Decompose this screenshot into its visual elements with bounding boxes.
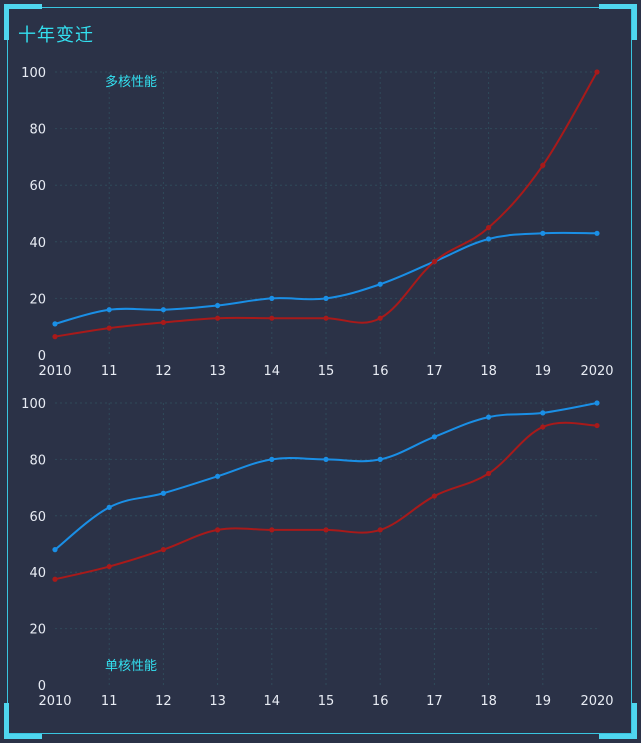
data-point-0-red-10	[594, 69, 600, 75]
data-point-0-red-9	[540, 162, 546, 168]
x-tick-label-1-10: 2020	[580, 694, 613, 709]
data-point-0-red-3	[215, 315, 221, 321]
data-point-1-blue-3	[215, 473, 221, 479]
y-tick-label-0-1: 20	[29, 292, 46, 307]
y-tick-label-0-2: 40	[29, 236, 46, 251]
corner-bottom-left-v	[4, 703, 9, 739]
x-tick-label-0-1: 11	[101, 364, 118, 379]
x-tick-label-0-5: 15	[318, 364, 335, 379]
y-tick-label-1-5: 100	[21, 397, 46, 412]
data-point-1-blue-10	[594, 400, 600, 406]
x-tick-label-1-3: 13	[209, 694, 226, 709]
corner-top-left	[4, 4, 42, 9]
x-tick-label-0-8: 18	[480, 364, 497, 379]
data-point-1-red-0	[52, 576, 58, 582]
x-tick-label-0-10: 2020	[580, 364, 613, 379]
x-tick-label-0-7: 17	[426, 364, 443, 379]
data-point-0-blue-1	[106, 307, 112, 313]
y-tick-label-1-1: 20	[29, 623, 46, 638]
panel-title: 十年变迁	[18, 25, 94, 46]
x-tick-label-0-6: 16	[372, 364, 389, 379]
data-point-1-blue-4	[269, 456, 275, 462]
data-point-0-red-0	[52, 334, 58, 340]
y-tick-label-0-4: 80	[29, 123, 46, 138]
x-tick-label-1-2: 12	[155, 694, 172, 709]
data-point-1-blue-9	[540, 410, 546, 416]
data-point-0-red-8	[486, 225, 492, 231]
data-point-0-blue-2	[160, 307, 166, 313]
x-tick-label-1-4: 14	[264, 694, 281, 709]
series-line-1-red	[54, 421, 598, 581]
y-tick-label-1-0: 0	[38, 679, 46, 694]
x-tick-label-1-0: 2010	[38, 694, 71, 709]
x-tick-label-0-9: 19	[535, 364, 552, 379]
y-tick-label-1-4: 80	[29, 453, 46, 468]
corner-bottom-right-v	[632, 703, 637, 739]
data-point-0-blue-0	[52, 321, 58, 327]
x-tick-label-1-8: 18	[480, 694, 497, 709]
x-tick-label-1-9: 19	[535, 694, 552, 709]
data-point-1-blue-0	[52, 547, 58, 553]
data-point-0-red-5	[323, 315, 329, 321]
data-point-0-red-4	[269, 315, 275, 321]
data-point-1-red-3	[215, 527, 221, 533]
data-point-0-blue-5	[323, 295, 329, 301]
data-point-1-red-1	[106, 563, 112, 570]
data-point-1-red-5	[323, 527, 329, 533]
data-point-1-blue-7	[431, 434, 437, 440]
corner-bottom-right	[599, 734, 637, 739]
y-tick-label-0-0: 0	[38, 349, 46, 364]
y-tick-label-1-3: 60	[29, 510, 46, 525]
data-point-1-blue-8	[486, 414, 492, 420]
corner-top-right-v	[632, 4, 637, 40]
data-point-0-red-7	[431, 259, 437, 265]
data-point-1-red-6	[377, 527, 383, 533]
data-point-0-blue-4	[269, 295, 275, 301]
series-line-0-red	[54, 71, 598, 338]
data-point-1-red-9	[540, 424, 546, 430]
data-point-1-blue-5	[323, 456, 329, 462]
data-point-1-red-4	[269, 527, 275, 533]
chart-title-0: 多核性能	[105, 74, 157, 90]
x-tick-label-0-0: 2010	[38, 364, 71, 379]
data-point-1-red-2	[160, 547, 166, 553]
x-tick-label-0-4: 14	[264, 364, 281, 379]
data-point-1-red-7	[431, 493, 437, 499]
data-point-0-blue-6	[377, 281, 383, 287]
data-point-0-blue-10	[594, 230, 600, 236]
corner-top-right	[599, 4, 637, 9]
x-tick-label-1-6: 16	[372, 694, 389, 709]
data-point-0-red-6	[377, 315, 383, 321]
data-point-0-blue-8	[486, 236, 492, 242]
data-point-0-red-2	[160, 319, 166, 326]
data-point-0-blue-3	[215, 302, 221, 309]
data-point-1-blue-1	[106, 504, 112, 510]
x-tick-label-1-5: 15	[318, 694, 335, 709]
data-point-1-blue-6	[377, 456, 383, 462]
corner-bottom-left	[4, 734, 42, 739]
x-tick-label-1-7: 17	[426, 694, 443, 709]
corner-top-left-v	[4, 4, 9, 40]
data-point-1-red-10	[594, 422, 600, 429]
x-tick-label-1-1: 11	[101, 694, 118, 709]
data-point-0-blue-9	[540, 230, 546, 236]
y-tick-label-0-5: 100	[21, 66, 46, 81]
chart-title-1: 单核性能	[105, 659, 157, 674]
data-point-1-blue-2	[160, 490, 166, 496]
panel-frame	[7, 7, 632, 734]
x-tick-label-0-3: 13	[209, 364, 226, 379]
data-point-0-red-1	[106, 325, 112, 331]
x-tick-label-0-2: 12	[155, 364, 172, 379]
data-point-1-red-8	[486, 470, 492, 477]
y-tick-label-0-3: 60	[29, 179, 46, 194]
y-tick-label-1-2: 40	[29, 566, 46, 581]
